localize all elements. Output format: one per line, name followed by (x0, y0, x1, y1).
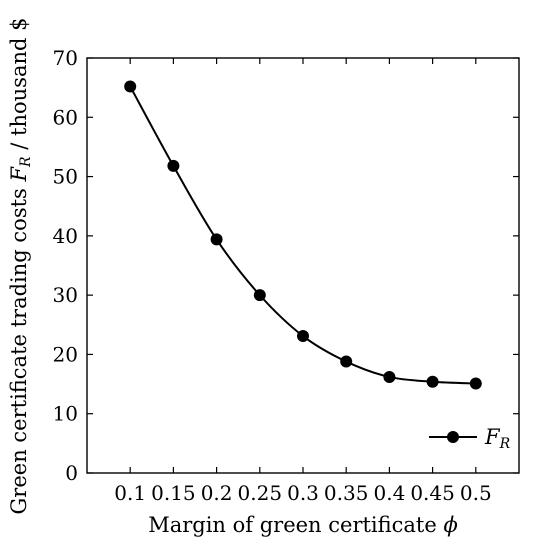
y-tick-label: 70 (53, 46, 78, 70)
x-tick-label: 0.45 (410, 481, 455, 505)
x-tick-label: 0.1 (114, 481, 146, 505)
legend: FR​ (429, 425, 511, 452)
series-line (129, 85, 476, 385)
data-point (340, 355, 353, 368)
y-tick-label: 60 (53, 105, 78, 129)
y-tick-label: 50 (53, 165, 78, 189)
y-axis-title: Green certificate trading costs FR​ / th… (7, 18, 34, 515)
x-tick-label: 0.2 (201, 481, 233, 505)
data-point (297, 330, 309, 343)
x-tick-label: 0.3 (287, 481, 319, 505)
data-point (383, 370, 396, 383)
y-tick-label: 30 (53, 283, 78, 307)
x-tick-label: 0.15 (151, 481, 196, 505)
x-tick-label: 0.35 (324, 481, 369, 505)
y-axis-title-text: Green certificate trading costs FR​ / th… (7, 18, 34, 515)
x-axis-title-text: Margin of green certificate ϕ (148, 513, 458, 537)
y-tick-label: 20 (53, 342, 78, 366)
x-tick-label: 0.25 (238, 481, 283, 505)
data-point (167, 159, 180, 172)
data-point (469, 377, 482, 390)
y-tick-label: 10 (53, 402, 78, 426)
x-axis-title: Margin of green certificate ϕ (148, 513, 458, 537)
y-tick-label: 40 (53, 224, 78, 248)
data-point (253, 289, 266, 302)
series-layer (124, 80, 482, 390)
plot-frame (86, 57, 520, 474)
data-point (426, 375, 439, 388)
x-tick-label: 0.4 (373, 481, 405, 505)
data-point (210, 233, 223, 246)
legend-label: FR​ (484, 425, 511, 452)
data-point (124, 80, 137, 93)
x-axis: 0.1 0.15 0.2 0.25 0.3 0.35 0.4 0.45 0.5 (114, 58, 492, 505)
y-axis: 0 10 20 30 40 50 60 70 (53, 46, 519, 485)
y-tick-label: 0 (65, 461, 78, 485)
legend-marker (447, 431, 459, 443)
x-tick-label: 0.5 (460, 481, 492, 505)
